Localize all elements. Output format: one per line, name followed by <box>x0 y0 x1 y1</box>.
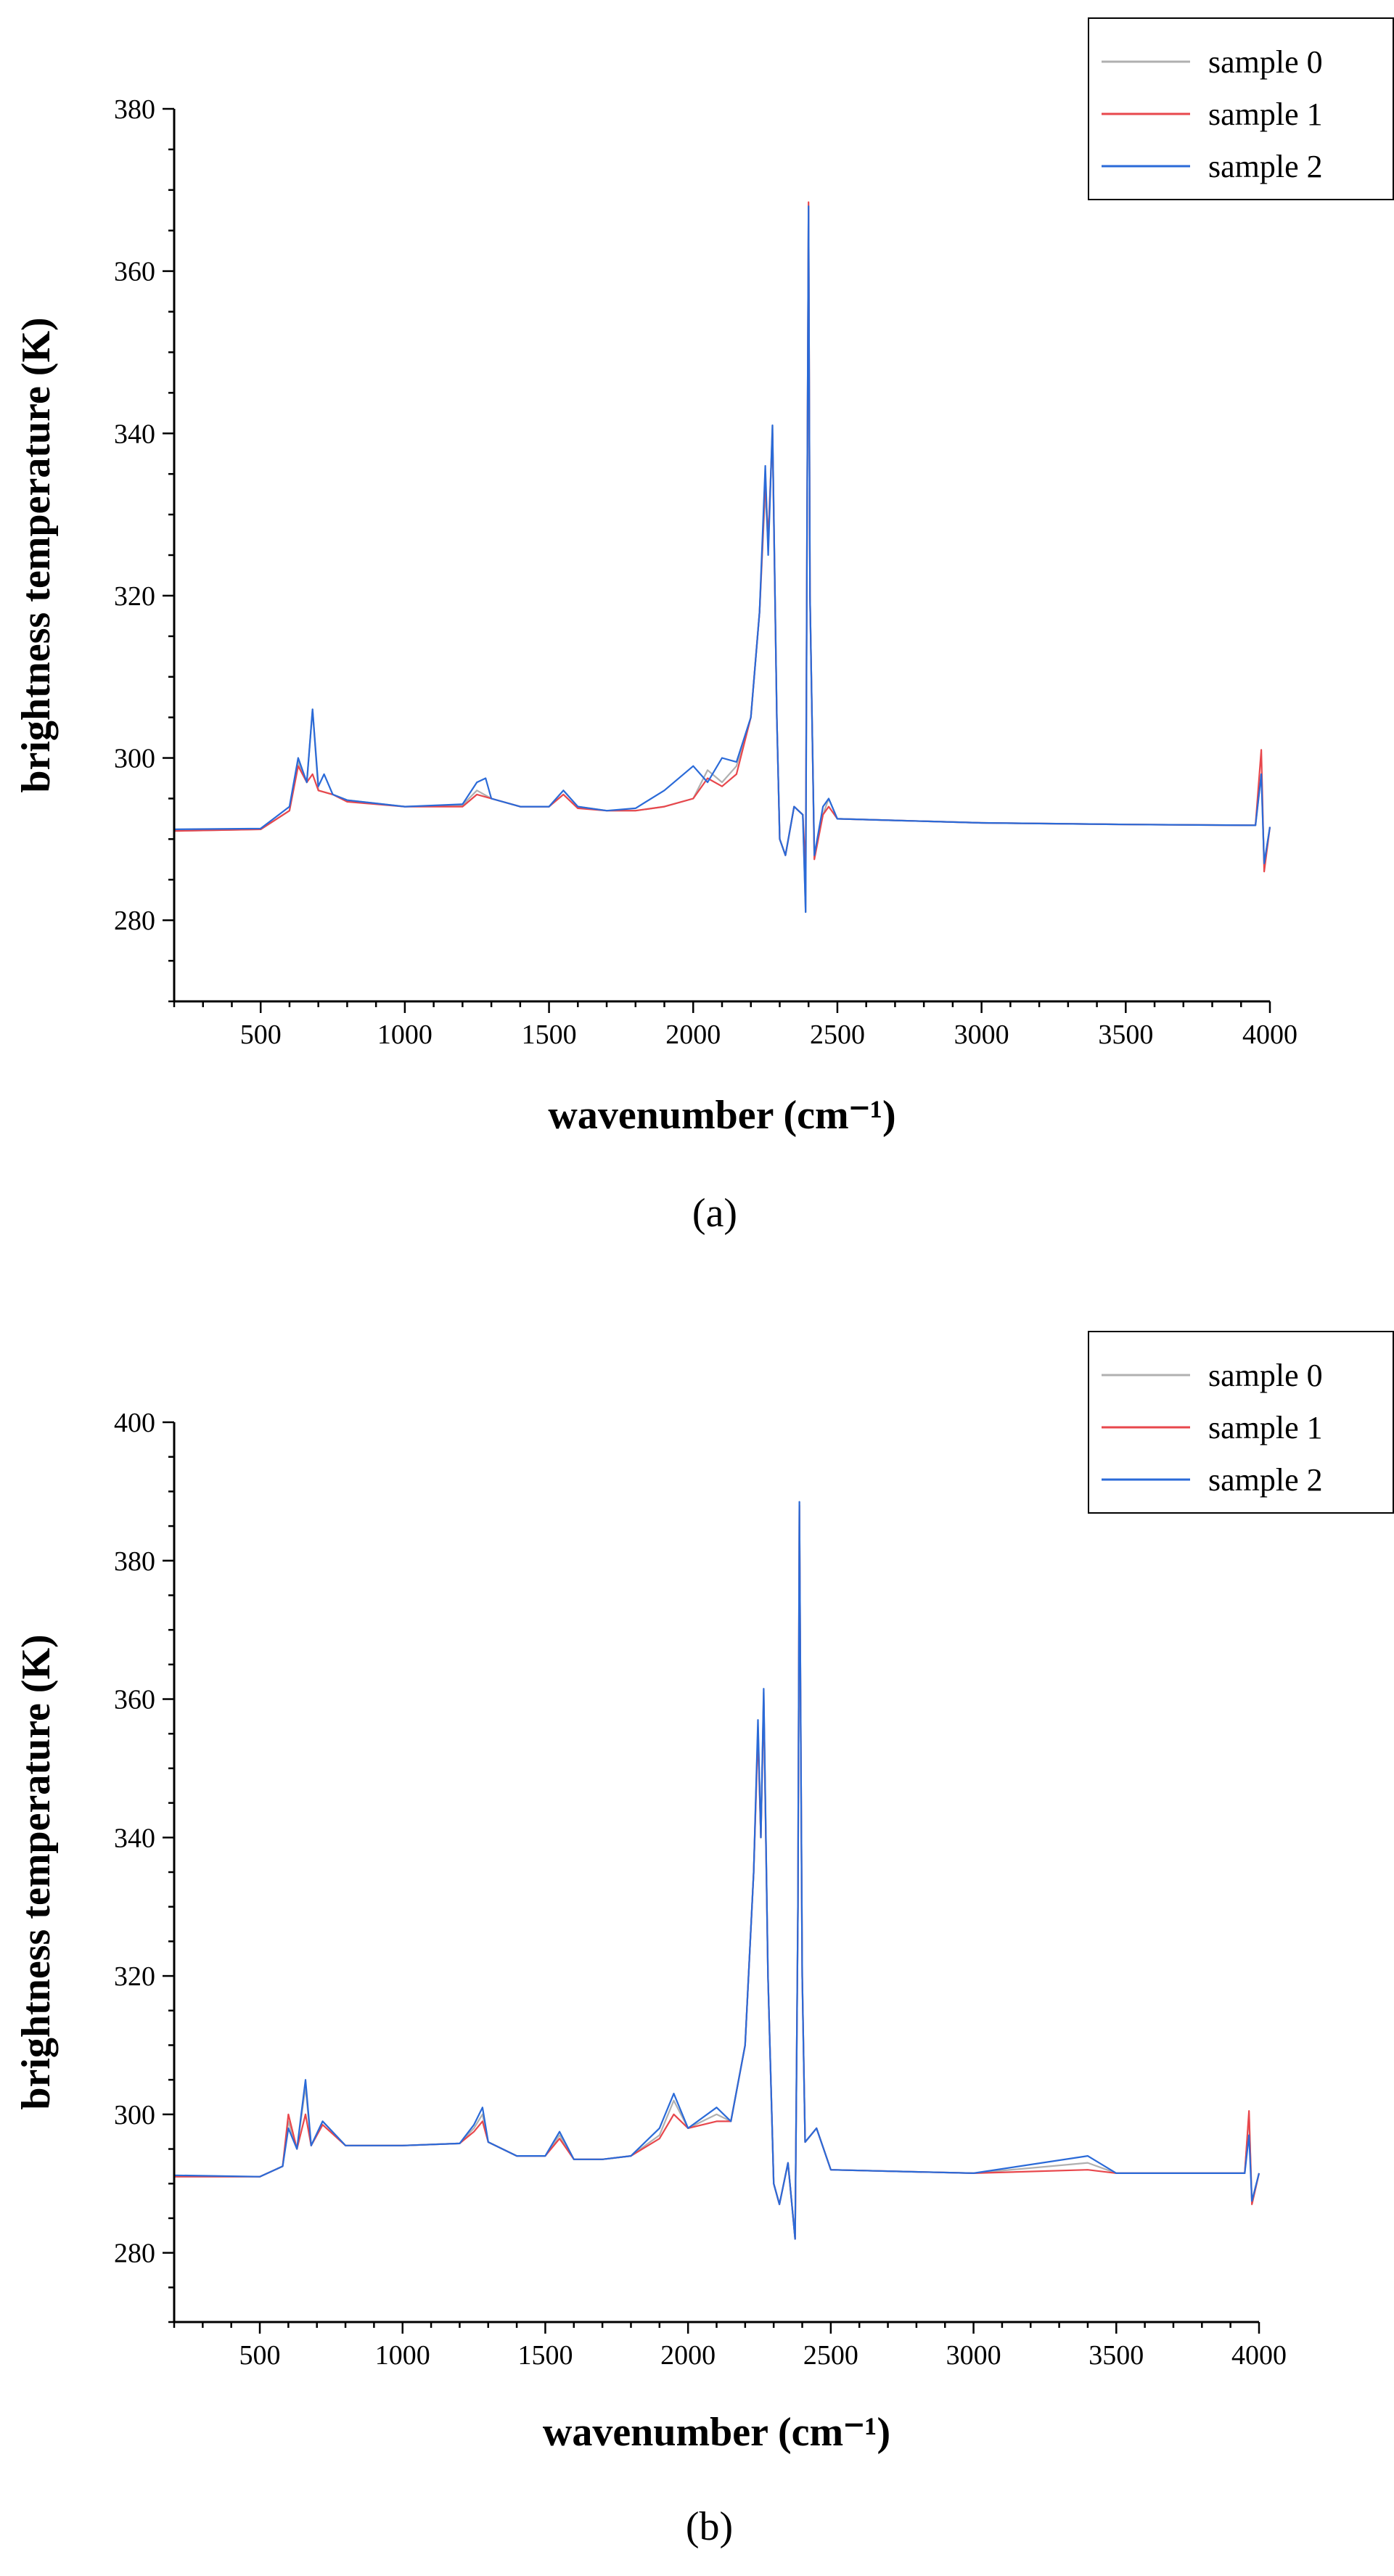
chart-panel-b: 500 1000 1500 2000 2500 3000 3500 4000 280 300 320… <box>14 1331 1394 2549</box>
x-tick-label: 2000 <box>665 1020 721 1050</box>
y-tick-label: 380 <box>114 94 155 125</box>
x-tick-label: 3000 <box>954 1020 1009 1050</box>
x-tick-label: 500 <box>240 1020 282 1050</box>
legend-label-sample-1: sample 1 <box>1208 97 1323 132</box>
series-line-sample-2 <box>173 205 1271 914</box>
y-tick-label: 360 <box>114 1685 155 1715</box>
x-axis-label: wavenumber (cm⁻¹) <box>548 1093 895 1138</box>
y-tick-label: 320 <box>114 1961 155 1992</box>
series-line-sample-2 <box>173 1501 1260 2240</box>
legend-label-sample-2: sample 2 <box>1208 1462 1323 1498</box>
series-line-sample-1 <box>174 1504 1260 2240</box>
axes-layer: 500 1000 1500 2000 2500 3000 3500 4000 280 300 320… <box>114 94 1297 1050</box>
legend-label-sample-0: sample 0 <box>1208 1358 1323 1393</box>
series-layer <box>173 201 1271 914</box>
x-tick-label: 3000 <box>946 2340 1001 2371</box>
y-tick-label: 360 <box>114 257 155 287</box>
legend: sample 0 sample 1 sample 2 <box>1088 17 1394 200</box>
x-tick-label: 2000 <box>660 2340 716 2371</box>
series-line-sample-0 <box>174 1501 1260 2240</box>
legend-box <box>1088 1331 1394 1514</box>
x-tick-label: 2500 <box>803 2340 858 2371</box>
y-tick-label: 400 <box>114 1408 155 1438</box>
y-tick-label: 300 <box>114 744 155 774</box>
axes-layer: 500 1000 1500 2000 2500 3000 3500 4000 280 300 320… <box>114 1408 1287 2371</box>
panel-label-a: (a) <box>692 1191 737 1236</box>
x-tick-label: 1000 <box>375 2340 430 2371</box>
y-tick-label: 280 <box>114 2239 155 2269</box>
x-tick-label: 2500 <box>810 1020 865 1050</box>
chart-panel-a: 500 1000 1500 2000 2500 3000 3500 4000 280 300 320… <box>14 17 1394 1236</box>
panel-label-b: (b) <box>686 2504 733 2549</box>
y-tick-label: 380 <box>114 1546 155 1577</box>
x-tick-label: 1500 <box>522 1020 577 1050</box>
y-tick-label: 300 <box>114 2100 155 2130</box>
series-layer <box>173 1501 1260 2240</box>
x-tick-label: 3500 <box>1098 1020 1153 1050</box>
y-tick-label: 320 <box>114 581 155 612</box>
y-tick-label: 340 <box>114 419 155 449</box>
x-tick-label: 1500 <box>517 2340 573 2371</box>
y-tick-label: 280 <box>114 906 155 936</box>
legend-label-sample-2: sample 2 <box>1208 149 1323 184</box>
legend: sample 0 sample 1 sample 2 <box>1088 1331 1394 1514</box>
x-tick-label: 4000 <box>1242 1020 1297 1050</box>
x-tick-label: 4000 <box>1231 2340 1287 2371</box>
series-line-sample-1 <box>173 201 1271 873</box>
y-axis-label: brightness temperature (K) <box>14 317 59 792</box>
legend-label-sample-0: sample 0 <box>1208 44 1323 80</box>
y-tick-label: 340 <box>114 1823 155 1853</box>
legend-label-sample-1: sample 1 <box>1208 1410 1323 1445</box>
y-axis-label: brightness temperature (K) <box>14 1634 59 2109</box>
series-line-sample-0 <box>173 205 1271 914</box>
x-tick-label: 500 <box>239 2340 281 2371</box>
x-tick-label: 1000 <box>377 1020 432 1050</box>
x-tick-label: 3500 <box>1088 2340 1144 2371</box>
x-axis-label: wavenumber (cm⁻¹) <box>543 2410 890 2455</box>
legend-box <box>1088 17 1394 200</box>
